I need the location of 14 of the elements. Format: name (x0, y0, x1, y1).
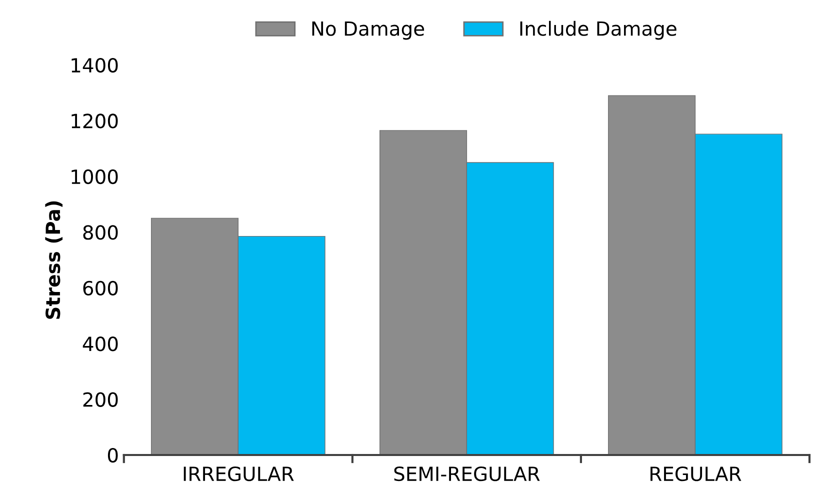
y-tick-label: 1200 (72, 114, 118, 128)
legend-label: Include Damage (520, 20, 676, 40)
y-tick-label: 800 (83, 225, 118, 240)
y-tick-label: 0 (108, 448, 118, 463)
y-tick-label: 1400 (72, 58, 118, 73)
y-tick-label: 600 (83, 280, 118, 296)
x-tick-label: SEMI-REGULAR (394, 466, 540, 482)
y-tick-label: 200 (83, 392, 118, 407)
y-axis-title: Stress (Pa) (45, 201, 63, 319)
legend-label: No Damage (312, 21, 424, 40)
x-tick-label: IRREGULAR (184, 466, 294, 482)
y-tick-label: 1000 (72, 169, 118, 184)
y-tick-label: 400 (82, 336, 118, 352)
x-tick-label: REGULAR (650, 466, 742, 482)
